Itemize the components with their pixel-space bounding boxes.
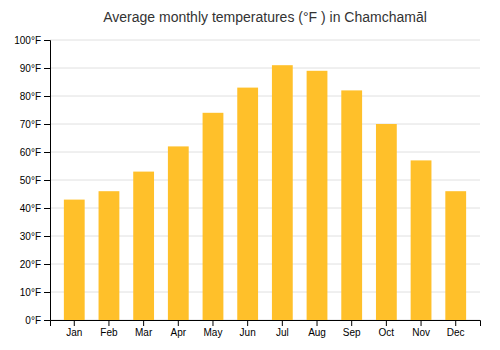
tick: Jun (240, 320, 256, 338)
tick: Mar (135, 320, 153, 338)
tick-mark (108, 320, 109, 326)
grid-line (50, 152, 480, 153)
tick-label: Jun (240, 327, 256, 338)
tick-mark (282, 320, 283, 326)
bar (64, 200, 85, 320)
tick: 10°F (20, 287, 50, 298)
tick-label: Apr (171, 327, 187, 338)
bar (341, 90, 362, 320)
chart-svg: Jan Feb Mar Apr May Jun Jul Aug Sep Oct Nov Dec 0°F 1… (0, 0, 500, 350)
bar (133, 172, 154, 320)
tick-label: Jul (276, 327, 289, 338)
tick-label: 50°F (20, 175, 41, 186)
tick-mark (351, 320, 352, 326)
x-axis: Jan Feb Mar Apr May Jun Jul Aug Sep Oct Nov Dec (51, 320, 481, 338)
tick-label: 100°F (14, 35, 41, 46)
tick-label: Feb (100, 327, 118, 338)
tick-mark (44, 264, 50, 265)
tick-label: Sep (343, 327, 361, 338)
tick-mark (44, 68, 50, 69)
tick: Aug (308, 320, 326, 338)
tick-label: 90°F (20, 63, 41, 74)
tick-mark (455, 320, 456, 326)
tick: Oct (379, 320, 395, 338)
tick-label: 40°F (20, 203, 41, 214)
tick-mark (247, 320, 248, 326)
tick: Jul (276, 320, 289, 338)
tick-label: 60°F (20, 147, 41, 158)
grid-line (50, 96, 480, 97)
tick: 80°F (20, 91, 50, 102)
tick: 20°F (20, 259, 50, 270)
tick-label: 20°F (20, 259, 41, 270)
tick-label: Aug (308, 327, 326, 338)
tick-mark (212, 320, 213, 326)
bars (64, 65, 466, 320)
tick-mark (44, 208, 50, 209)
tick: Nov (412, 320, 430, 338)
bar (376, 124, 397, 320)
tick: 0°F (25, 315, 50, 326)
tick: 90°F (20, 63, 50, 74)
bar (307, 71, 328, 320)
tick-mark (143, 320, 144, 326)
tick: Apr (171, 320, 187, 338)
tick-mark (44, 96, 50, 97)
bar (272, 65, 293, 320)
tick-label: 70°F (20, 119, 41, 130)
tick-mark (44, 292, 50, 293)
tick-label: May (204, 327, 223, 338)
tick: 30°F (20, 231, 50, 242)
tick-mark (178, 320, 179, 326)
title: Average monthly temperatures (°F ) in Ch… (103, 9, 427, 25)
grid-line (50, 68, 480, 69)
bar (237, 88, 258, 320)
tick-label: Mar (135, 327, 153, 338)
chart-container: Jan Feb Mar Apr May Jun Jul Aug Sep Oct Nov Dec 0°F 1… (0, 0, 500, 350)
tick: Sep (343, 320, 361, 338)
bar (203, 113, 224, 320)
grid (50, 40, 480, 320)
tick-mark (44, 320, 50, 321)
axis-line (44, 41, 51, 321)
tick-mark (44, 236, 50, 237)
tick: 40°F (20, 203, 50, 214)
bar (99, 191, 120, 320)
y-axis: 0°F 10°F 20°F 30°F 40°F 50°F 60°F 70°F 80°F 90°F 1… (14, 35, 50, 326)
grid-line (50, 40, 480, 41)
tick: Dec (447, 320, 465, 338)
tick-label: 10°F (20, 287, 41, 298)
tick: Jan (66, 320, 82, 338)
axis-line (51, 321, 481, 327)
tick: Feb (100, 320, 118, 338)
tick-label: Dec (447, 327, 465, 338)
tick-label: 30°F (20, 231, 41, 242)
tick-label: Nov (412, 327, 430, 338)
bar (445, 191, 466, 320)
tick: 70°F (20, 119, 50, 130)
tick-mark (317, 320, 318, 326)
tick-mark (74, 320, 75, 326)
grid-line (50, 124, 480, 125)
tick-mark (44, 40, 50, 41)
tick: 60°F (20, 147, 50, 158)
bar (168, 146, 189, 320)
tick-mark (421, 320, 422, 326)
tick-mark (44, 152, 50, 153)
bar (411, 160, 432, 320)
tick-label: 0°F (25, 315, 41, 326)
tick: 50°F (20, 175, 50, 186)
tick: May (204, 320, 223, 338)
plot: Jan Feb Mar Apr May Jun Jul Aug Sep Oct Nov Dec 0°F 1… (14, 35, 480, 338)
tick-label: Jan (66, 327, 82, 338)
tick: 100°F (14, 35, 50, 46)
tick-mark (386, 320, 387, 326)
tick-mark (44, 124, 50, 125)
tick-label: Oct (379, 327, 395, 338)
tick-label: 80°F (20, 91, 41, 102)
tick-mark (44, 180, 50, 181)
